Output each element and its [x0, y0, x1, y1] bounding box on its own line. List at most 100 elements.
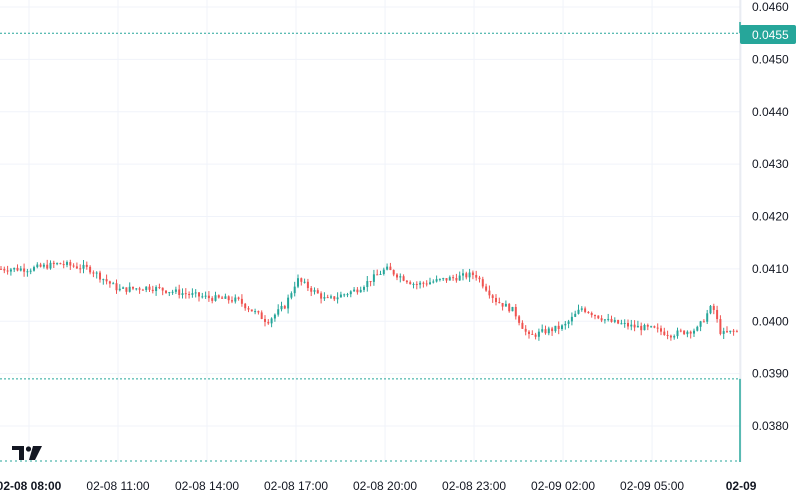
candle-body: [382, 269, 385, 274]
candle-body: [481, 279, 484, 287]
candle-body: [623, 322, 626, 324]
candle-body: [326, 297, 329, 299]
candle-body: [452, 277, 455, 279]
candle-body: [435, 279, 438, 282]
candle-body: [547, 328, 550, 334]
candle-body: [537, 331, 540, 337]
candle-body: [412, 283, 415, 285]
candlestick-series: [0, 259, 738, 341]
candle-body: [313, 290, 316, 292]
candle-body: [448, 277, 451, 281]
candle-body: [709, 305, 712, 314]
candle-body: [108, 281, 111, 284]
candle-body: [541, 329, 544, 332]
x-tick-label: 02-08 23:00: [442, 479, 506, 493]
candle-body: [52, 262, 55, 265]
candle-body: [511, 306, 514, 312]
candle-body: [89, 266, 92, 273]
candle-body: [518, 316, 521, 323]
candle-body: [115, 283, 118, 291]
candle-body: [36, 264, 39, 268]
candle-body: [184, 293, 187, 295]
candle-body: [151, 289, 154, 292]
candle-body: [33, 267, 35, 271]
candle-body: [402, 276, 405, 281]
candle-body: [188, 294, 191, 296]
tradingview-logo[interactable]: [12, 446, 42, 460]
candle-body: [56, 263, 59, 265]
candle-body: [135, 288, 138, 290]
candle-body: [528, 331, 530, 334]
price-axis[interactable]: 0.0380 0.0390 0.0400 0.0410 0.0420 0.0430 0.04…: [739, 0, 789, 462]
candle-body: [26, 271, 29, 273]
candle-body: [194, 292, 197, 294]
candle-body: [79, 268, 82, 270]
candle-body: [320, 293, 323, 299]
candle-body: [689, 331, 692, 334]
x-tick-label: 02-08 14:00: [175, 479, 239, 493]
candle-body: [524, 328, 527, 332]
logo-v-shape: [29, 446, 42, 460]
y-tick-label: 0.0460: [752, 0, 789, 14]
y-tick-label: 0.0420: [752, 210, 789, 224]
candle-body: [491, 295, 494, 298]
candle-body: [643, 324, 646, 331]
candle-body: [719, 319, 722, 334]
candle-body: [504, 303, 507, 307]
candle-body: [590, 312, 593, 316]
candle-body: [346, 294, 349, 296]
candle-body: [46, 264, 49, 269]
candle-body: [716, 309, 719, 320]
candle-body: [610, 318, 613, 322]
candle-body: [442, 278, 445, 280]
candle-body: [214, 295, 217, 301]
candle-body: [603, 319, 606, 321]
candle-body: [66, 262, 68, 265]
last-price-label: 0.0455: [752, 28, 789, 42]
y-tick-label: 0.0390: [752, 367, 789, 381]
candle-body: [69, 262, 72, 266]
candle-body: [155, 287, 158, 292]
time-axis[interactable]: 02-08 08:00 02-08 11:00 02-08 14:00 02-08 1…: [0, 479, 757, 493]
candle-body: [105, 279, 108, 282]
reference-lines: [0, 32, 740, 462]
candle-body: [270, 318, 273, 324]
candle-body: [333, 296, 336, 300]
candle-body: [646, 324, 649, 327]
candle-body: [640, 325, 643, 331]
candle-body: [706, 313, 709, 322]
candle-body: [247, 308, 250, 310]
y-tick-label: 0.0440: [752, 105, 789, 119]
candle-body: [722, 331, 725, 334]
candle-body: [630, 324, 633, 327]
candle-body: [379, 273, 382, 275]
candle-body: [468, 272, 471, 278]
candle-body: [0, 268, 2, 270]
candle-body: [132, 286, 134, 289]
candle-body: [561, 325, 563, 330]
candle-body: [85, 264, 88, 267]
candle-body: [99, 272, 101, 280]
candle-body: [613, 320, 616, 322]
candle-body: [363, 287, 365, 290]
logo-dot: [25, 446, 32, 452]
candle-body: [425, 283, 428, 285]
candle-body: [148, 286, 151, 290]
y-tick-label: 0.0430: [752, 157, 789, 171]
candle-body: [617, 320, 620, 324]
x-tick-label: 02-09 02:00: [531, 479, 595, 493]
candle-body: [227, 296, 230, 301]
candle-body: [336, 297, 339, 300]
candle-body: [141, 289, 144, 291]
candle-body: [138, 288, 141, 290]
candle-body: [633, 324, 636, 328]
candle-body: [620, 323, 623, 325]
candle-body: [732, 330, 735, 332]
candle-body: [300, 278, 303, 282]
candle-body: [221, 297, 224, 299]
candle-body: [316, 290, 319, 294]
candle-body: [712, 305, 715, 310]
candle-body: [231, 300, 233, 302]
candle-body: [234, 297, 237, 302]
